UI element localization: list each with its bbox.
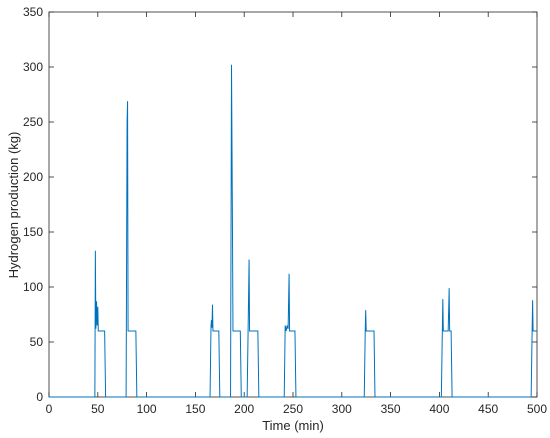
x-tick-label: 450 (478, 402, 498, 416)
y-tick-label: 250 (23, 115, 43, 129)
x-tick-label: 250 (283, 402, 303, 416)
x-tick-label: 400 (429, 402, 449, 416)
y-tick-label: 200 (23, 170, 43, 184)
y-tick-label: 100 (23, 280, 43, 294)
x-tick-label: 50 (91, 402, 105, 416)
x-axis-label: Time (min) (262, 418, 324, 433)
y-tick-label: 300 (23, 60, 43, 74)
x-tick-label: 200 (234, 402, 254, 416)
y-tick-label: 50 (30, 335, 44, 349)
x-tick-label: 500 (527, 402, 547, 416)
x-tick-label: 100 (137, 402, 157, 416)
x-tick-label: 0 (46, 402, 53, 416)
x-tick-label: 300 (332, 402, 352, 416)
x-tick-label: 350 (381, 402, 401, 416)
y-tick-label: 350 (23, 5, 43, 19)
y-tick-label: 150 (23, 225, 43, 239)
y-tick-label: 0 (36, 390, 43, 404)
plot-area (48, 11, 538, 398)
data-line (49, 64, 537, 398)
x-tick-label: 150 (185, 402, 205, 416)
y-axis-label: Hydrogen production (kg) (6, 132, 21, 279)
